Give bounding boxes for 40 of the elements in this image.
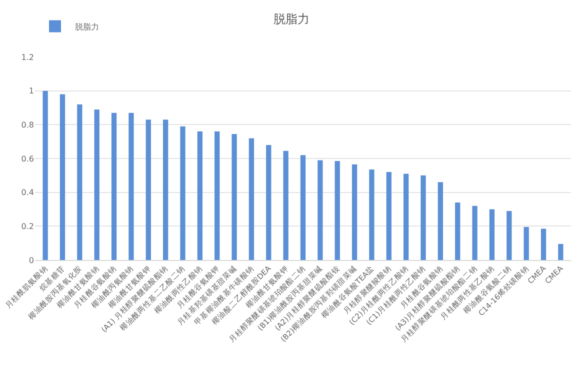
bar [197, 131, 202, 260]
bar [300, 155, 306, 260]
bar [77, 104, 82, 260]
bar [128, 112, 134, 260]
bar [334, 161, 340, 260]
bar [162, 120, 168, 260]
bar [180, 126, 186, 260]
bar [420, 175, 426, 260]
bar [540, 228, 546, 260]
bar [438, 182, 444, 260]
bar [42, 90, 48, 260]
bar [146, 120, 151, 260]
bar [214, 131, 220, 260]
bar [232, 134, 237, 260]
bar [283, 150, 288, 260]
bar [248, 138, 254, 260]
bar [369, 170, 374, 260]
bar [404, 174, 409, 260]
y-tick-label: 0.4 [21, 188, 34, 198]
bar [558, 244, 564, 260]
chart-title: 脱脂力 [274, 12, 310, 26]
bar [318, 160, 323, 260]
bar [386, 172, 392, 260]
y-tick-label: 1.2 [21, 52, 34, 62]
legend-label: 脱脂力 [75, 22, 99, 32]
y-tick-label: 0.6 [21, 154, 34, 164]
bar [455, 202, 460, 260]
bar [524, 227, 529, 260]
bar [472, 206, 478, 260]
bar [506, 210, 512, 260]
y-tick-label: 0.2 [21, 222, 34, 231]
bar [266, 144, 272, 260]
y-tick-label: 0.8 [21, 120, 34, 130]
bar [111, 112, 117, 260]
bar [489, 209, 495, 260]
y-tick-label: 0 [28, 256, 34, 265]
bar [352, 164, 358, 260]
bar [60, 94, 66, 260]
y-tick-label: 1 [28, 86, 34, 96]
bar [94, 109, 100, 260]
